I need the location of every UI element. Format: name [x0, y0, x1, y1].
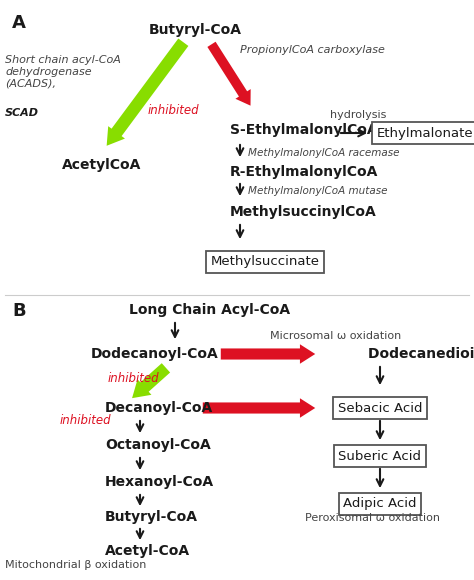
Text: MethylmalonylCoA racemase: MethylmalonylCoA racemase — [248, 148, 400, 158]
Text: MethylmalonylCoA mutase: MethylmalonylCoA mutase — [248, 186, 388, 196]
Text: AcetylCoA: AcetylCoA — [62, 158, 141, 172]
FancyArrowPatch shape — [203, 398, 315, 418]
Text: Decanoyl-CoA: Decanoyl-CoA — [105, 401, 213, 415]
Text: Butyryl-CoA: Butyryl-CoA — [105, 510, 198, 524]
Text: Mitochondrial β oxidation: Mitochondrial β oxidation — [5, 560, 146, 570]
FancyArrowPatch shape — [132, 363, 170, 398]
Text: MethylsuccinylCoA: MethylsuccinylCoA — [230, 205, 377, 219]
FancyArrowPatch shape — [221, 345, 315, 364]
Text: Acetyl-CoA: Acetyl-CoA — [105, 544, 190, 558]
Text: Adipic Acid: Adipic Acid — [343, 498, 417, 510]
Text: Dodecanedioic Acid: Dodecanedioic Acid — [368, 347, 474, 361]
Text: Methylsuccinate: Methylsuccinate — [210, 256, 319, 269]
Text: Octanoyl-CoA: Octanoyl-CoA — [105, 438, 211, 452]
FancyArrowPatch shape — [208, 42, 251, 106]
Text: A: A — [12, 14, 26, 32]
Text: Peroxisomal ω oxidation: Peroxisomal ω oxidation — [305, 513, 440, 523]
FancyArrowPatch shape — [107, 38, 188, 146]
Text: inhibited: inhibited — [148, 103, 200, 117]
Text: hydrolysis: hydrolysis — [330, 110, 386, 120]
Text: Dodecanoyl-CoA: Dodecanoyl-CoA — [91, 347, 219, 361]
Text: inhibited: inhibited — [60, 414, 111, 426]
Text: Long Chain Acyl-CoA: Long Chain Acyl-CoA — [129, 303, 291, 317]
Text: S-EthylmalonylCoA: S-EthylmalonylCoA — [230, 123, 378, 137]
Text: Hexanoyl-CoA: Hexanoyl-CoA — [105, 475, 214, 489]
Text: PropionylCoA carboxylase: PropionylCoA carboxylase — [240, 45, 385, 55]
Text: inhibited: inhibited — [108, 372, 160, 385]
Text: B: B — [12, 302, 26, 320]
Text: Butyryl-CoA: Butyryl-CoA — [148, 23, 241, 37]
Text: Sebacic Acid: Sebacic Acid — [338, 401, 422, 415]
Text: SCAD: SCAD — [5, 108, 39, 118]
Text: Microsomal ω oxidation: Microsomal ω oxidation — [270, 331, 401, 341]
Text: Suberic Acid: Suberic Acid — [338, 450, 421, 462]
Text: Ethylmalonate: Ethylmalonate — [377, 126, 474, 140]
Text: R-EthylmalonylCoA: R-EthylmalonylCoA — [230, 165, 378, 179]
Text: Short chain acyl-CoA
dehydrogenase
(ACADS),: Short chain acyl-CoA dehydrogenase (ACAD… — [5, 55, 121, 88]
